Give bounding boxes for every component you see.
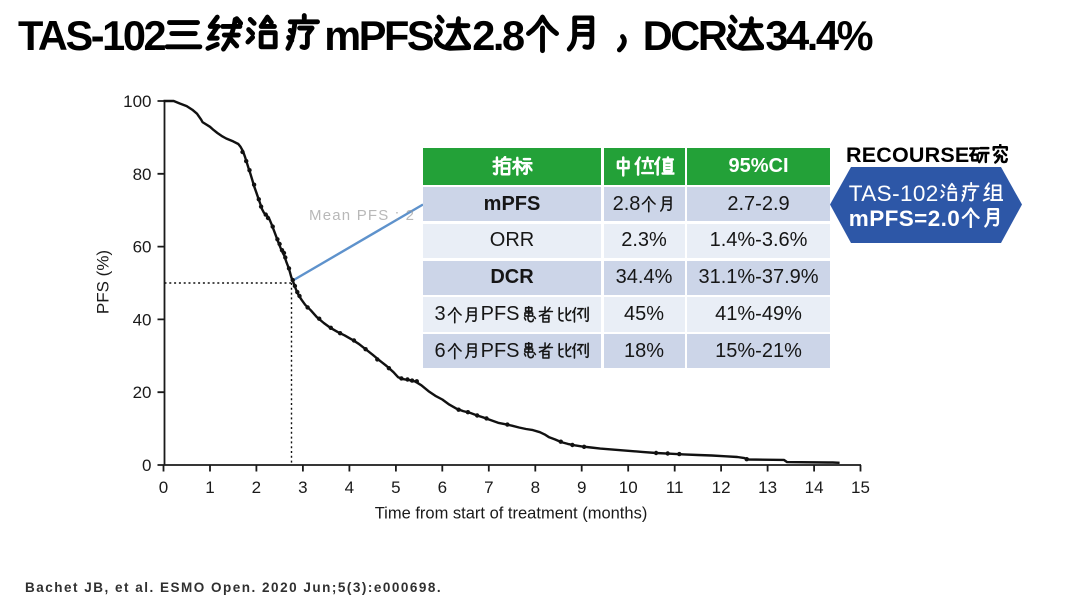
svg-text:Time from start of treatment (: Time from start of treatment (months) <box>375 505 648 523</box>
svg-text:8: 8 <box>531 478 540 497</box>
svg-text:14: 14 <box>805 478 824 497</box>
svg-text:10: 10 <box>619 478 638 497</box>
svg-text:13: 13 <box>758 478 777 497</box>
svg-text:60: 60 <box>133 238 152 257</box>
svg-text:15: 15 <box>851 478 870 497</box>
svg-text:9: 9 <box>577 478 586 497</box>
svg-text:12: 12 <box>712 478 731 497</box>
svg-text:5: 5 <box>391 478 400 497</box>
svg-text:6: 6 <box>438 478 447 497</box>
svg-text:40: 40 <box>133 310 152 329</box>
svg-text:0: 0 <box>142 456 151 475</box>
svg-text:2: 2 <box>252 478 261 497</box>
svg-text:20: 20 <box>133 383 152 402</box>
svg-text:0: 0 <box>159 478 168 497</box>
svg-text:80: 80 <box>133 165 152 184</box>
svg-text:3: 3 <box>298 478 307 497</box>
svg-text:PFS (%): PFS (%) <box>94 250 113 314</box>
svg-text:7: 7 <box>484 478 493 497</box>
svg-text:100: 100 <box>123 92 151 111</box>
svg-text:1: 1 <box>205 478 214 497</box>
svg-text:11: 11 <box>666 478 684 497</box>
svg-text:4: 4 <box>345 478 354 497</box>
